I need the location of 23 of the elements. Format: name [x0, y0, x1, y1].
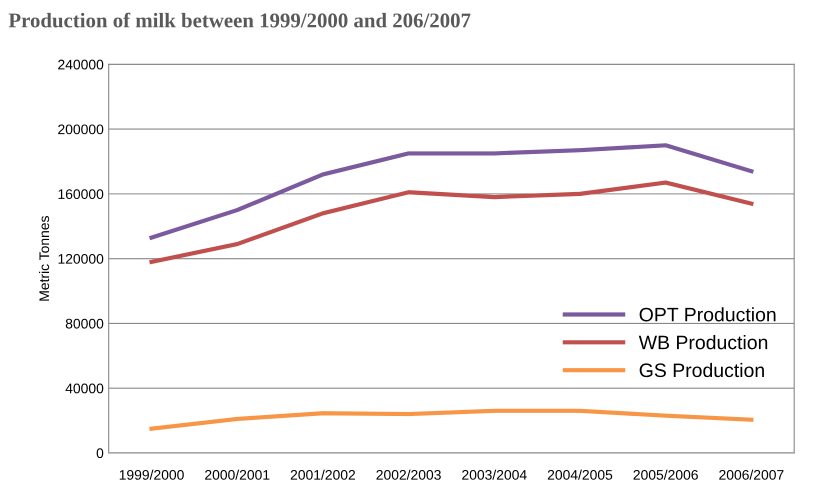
y-tick-label: 160000: [58, 189, 104, 200]
x-tick-label: 2002/2003: [376, 470, 441, 480]
x-tick-label: 2005/2006: [634, 470, 698, 480]
y-tick-label: 40000: [66, 383, 104, 394]
y-tick-label: 80000: [66, 318, 104, 329]
line-series: [149, 143, 754, 240]
x-tick-label: 2001/2002: [290, 470, 356, 480]
legend-label: OPT Production: [640, 307, 776, 322]
line-series: [149, 408, 754, 431]
y-tick-label: 120000: [58, 254, 104, 264]
x-tick-label: 2000/2001: [205, 470, 270, 480]
legend-label: GS Production: [640, 362, 764, 378]
line-series: [149, 180, 754, 264]
x-tick-label: 2003/2004: [462, 470, 527, 480]
x-tick-label: 2006/2007: [719, 470, 784, 480]
y-tick-label: 200000: [58, 124, 104, 134]
y-axis-title: Metric Tonnes: [38, 216, 50, 301]
y-tick-label: 0: [96, 448, 104, 458]
y-tick-label: 240000: [58, 60, 104, 70]
legend-label: WB Production: [638, 335, 768, 350]
x-tick-label: 2004/2005: [548, 470, 612, 480]
chart-title: Production of milk between 1999/2000 and 206/2007: [8, 12, 470, 28]
x-tick-label: 1999/2000: [120, 470, 184, 480]
